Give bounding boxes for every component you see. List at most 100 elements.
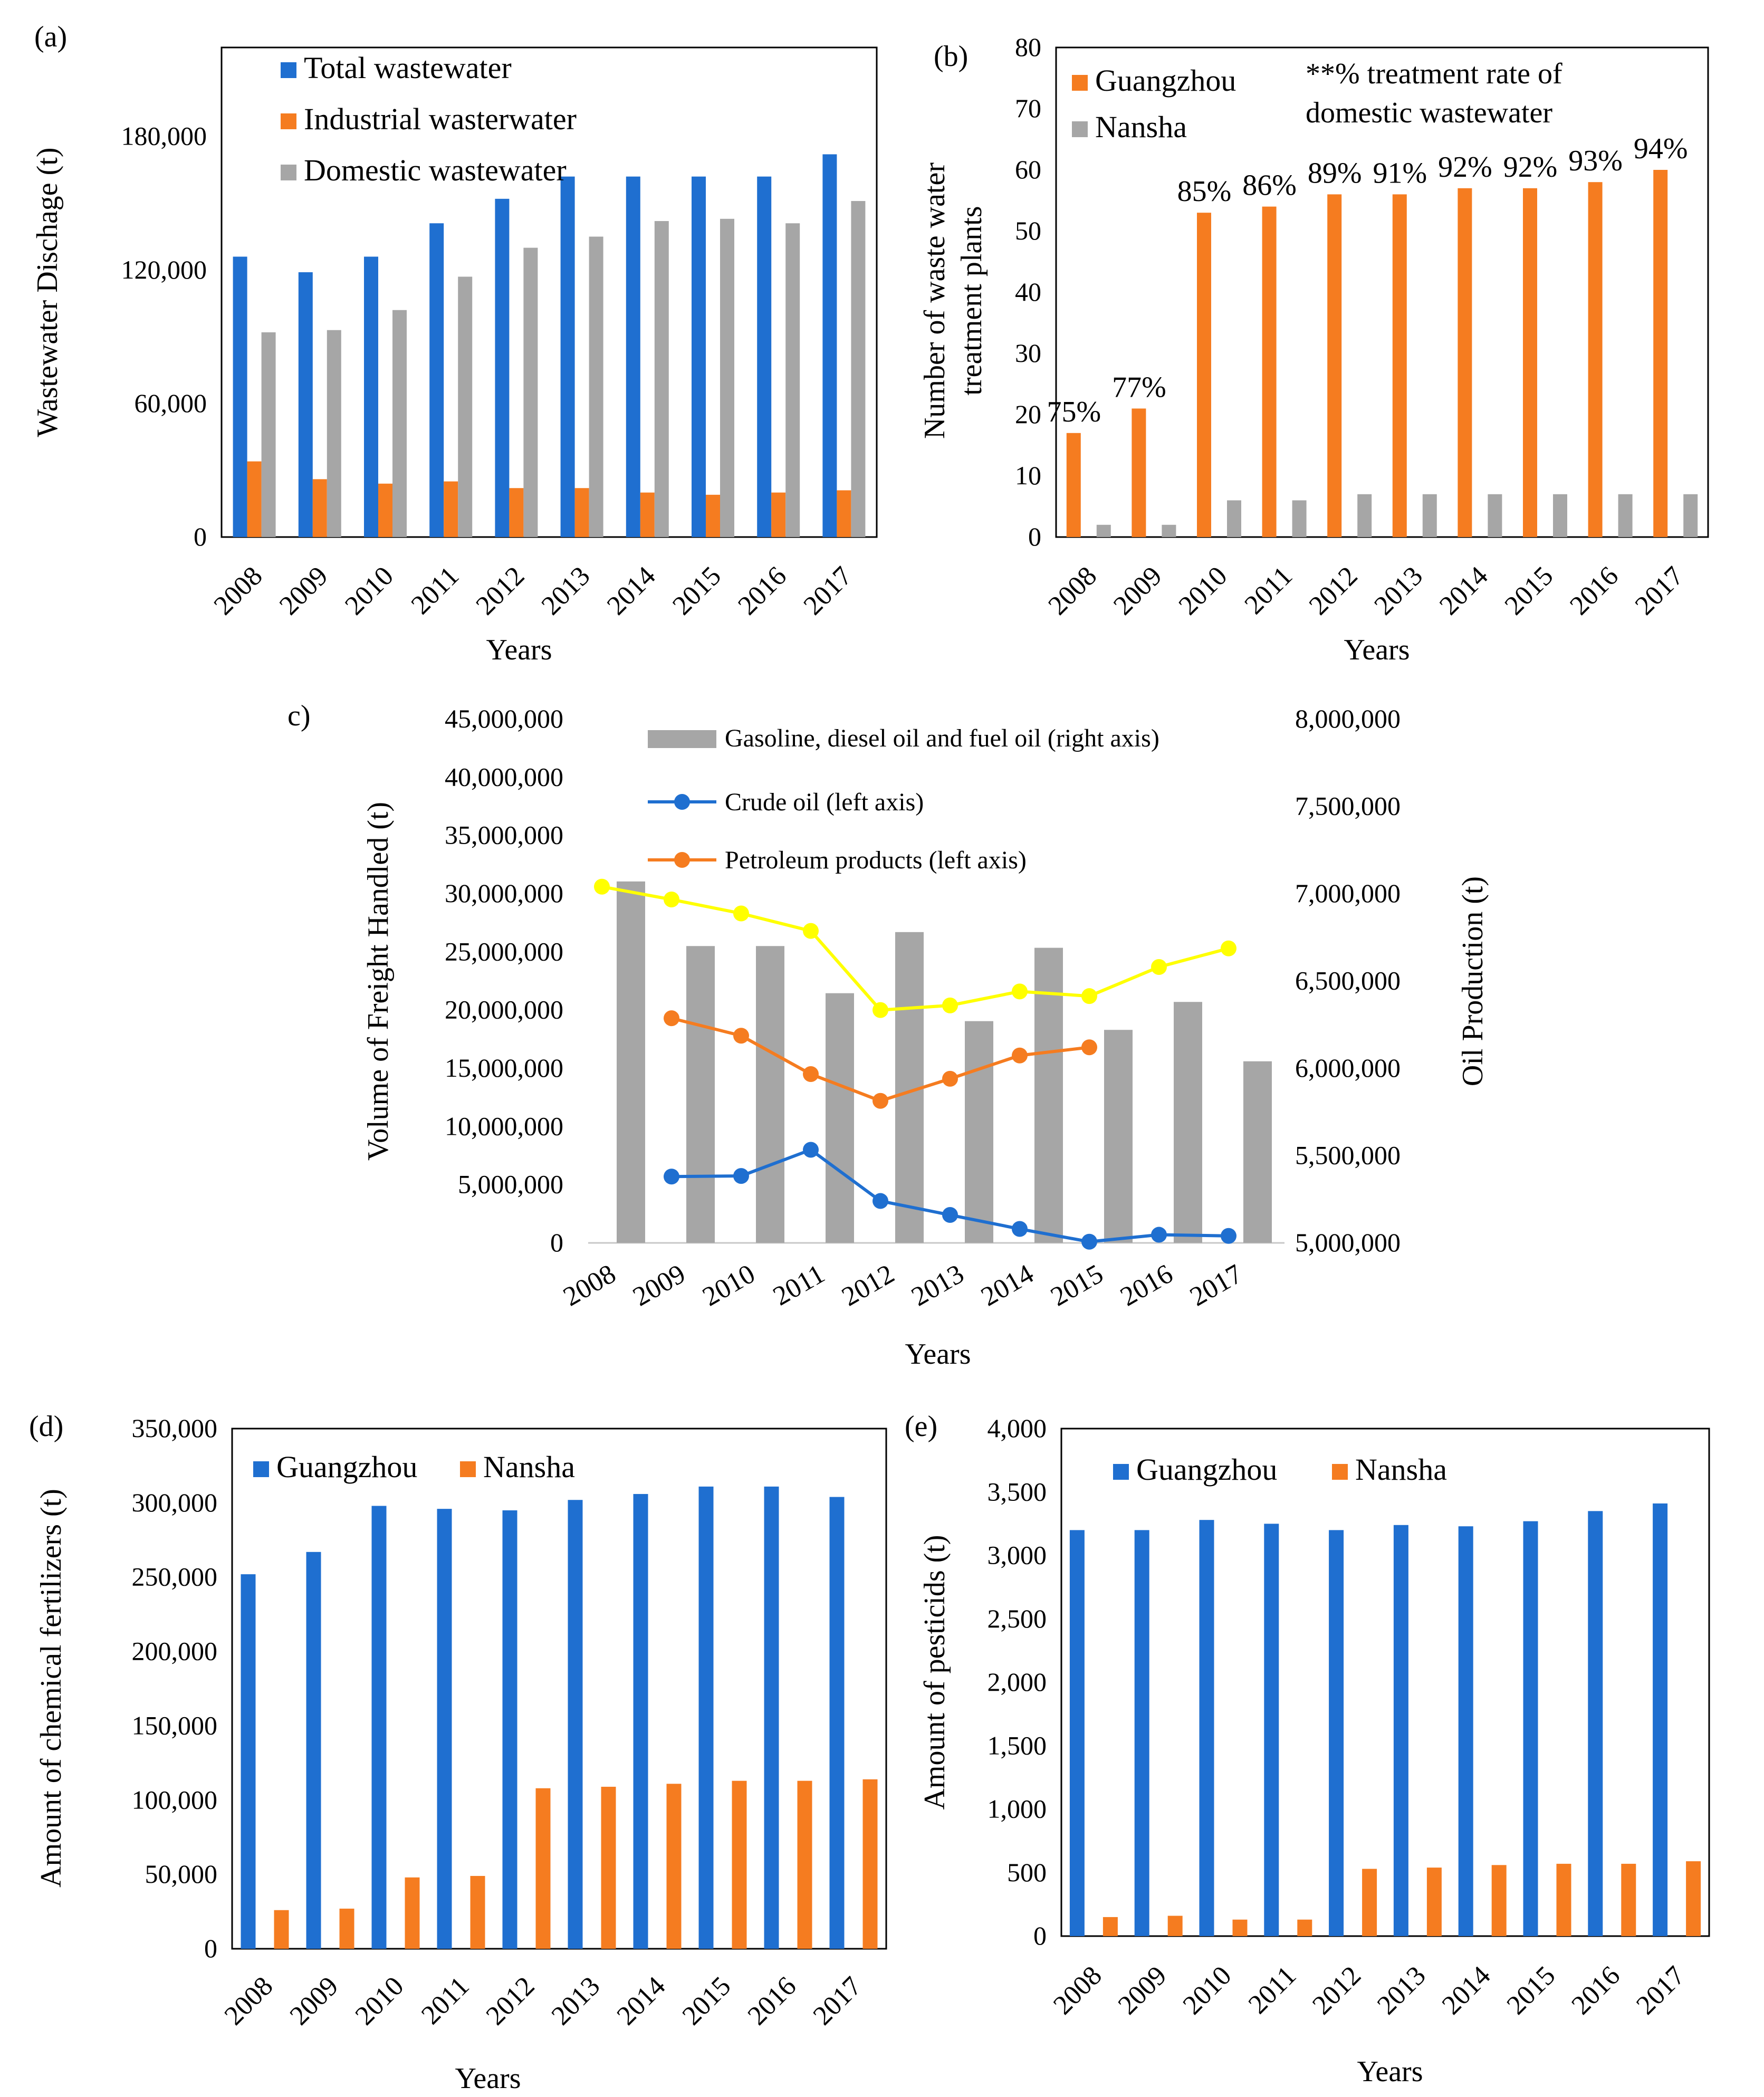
panel-e-y-tick-label: 500 bbox=[1007, 1857, 1047, 1887]
panel-a-bar-industrial-wasterwater-2013 bbox=[574, 488, 589, 537]
panel-c-left-y-tick-label: 25,000,000 bbox=[445, 936, 563, 966]
panel-c-point-crude-oil-left-axis-2012 bbox=[873, 1193, 888, 1209]
panel-c-left-y-axis-title: Volume of Freight Handled (t) bbox=[362, 802, 395, 1161]
panel-c-point-unlabeled-series-2009 bbox=[664, 892, 679, 908]
panel-c-right-y-tick-label: 5,500,000 bbox=[1295, 1141, 1401, 1170]
panel-c-point-unlabeled-series-2012 bbox=[873, 1002, 888, 1018]
panel-c-line-unlabeled-series bbox=[601, 885, 1229, 1012]
panel-e-bar-nansha-2009 bbox=[1167, 1916, 1183, 1936]
panel-d-y-tick-label: 100,000 bbox=[132, 1785, 218, 1814]
panel-e-x-tick-label: 2012 bbox=[1307, 1960, 1367, 2021]
panel-c-x-tick-label: 2015 bbox=[1046, 1259, 1108, 1312]
panel-c-point-unlabeled-series-2014 bbox=[1012, 983, 1028, 1000]
panel-c-x-tick-label: 2017 bbox=[1185, 1259, 1248, 1312]
panel-b-bar-guangzhou-2017 bbox=[1653, 170, 1668, 537]
panel-a-legend-swatch bbox=[281, 165, 296, 180]
panel-c-bar-oil-production-2011 bbox=[826, 993, 854, 1243]
panel-a-x-tick-label: 2015 bbox=[667, 561, 727, 621]
panel-a-x-tick-label: 2009 bbox=[274, 561, 334, 621]
panel-b-y-tick-label: 10 bbox=[1015, 461, 1041, 490]
panel-b-bar-guangzhou-2009 bbox=[1132, 408, 1146, 537]
panel-c-legend-marker bbox=[674, 852, 690, 868]
panel-c-bar-oil-production-2014 bbox=[1034, 947, 1063, 1243]
panel-c-right-y-axis-title: Oil Production (t) bbox=[1456, 876, 1489, 1086]
panel-d-y-tick-label: 0 bbox=[204, 1933, 217, 1963]
panel-b-legend-label: Nansha bbox=[1095, 110, 1187, 144]
panel-c-bar-oil-production-2015 bbox=[1104, 1030, 1133, 1243]
panel-d-y-tick-label: 50,000 bbox=[145, 1859, 218, 1889]
panel-b-x-tick-label: 2010 bbox=[1173, 561, 1233, 621]
panel-e-bar-guangzhou-2011 bbox=[1264, 1524, 1279, 1936]
panel-e-bar-guangzhou-2012 bbox=[1329, 1530, 1344, 1936]
panel-e-x-tick-label: 2011 bbox=[1243, 1960, 1302, 2019]
panel-d-y-axis-title: Amount of chemical fertilizers (t) bbox=[35, 1489, 68, 1888]
panel-a-bar-industrial-wasterwater-2011 bbox=[444, 481, 458, 537]
panel-c-point-unlabeled-series-2008 bbox=[594, 878, 610, 895]
panel-e-bar-nansha-2012 bbox=[1362, 1869, 1377, 1936]
panel-b-bar-nansha-2017 bbox=[1683, 494, 1698, 537]
panel-a-bar-total-wastewater-2016 bbox=[757, 176, 772, 537]
panel-c-line-petroleum-products-left-axis bbox=[671, 1017, 1090, 1103]
panel-b-y-tick-label: 80 bbox=[1015, 32, 1041, 62]
panel-c-legend-swatch-bars bbox=[648, 730, 716, 748]
panel-c-point-unlabeled-series-2015 bbox=[1081, 988, 1097, 1004]
panel-e-bar-nansha-2015 bbox=[1556, 1863, 1571, 1936]
panel-d-bar-guangzhou-2015 bbox=[698, 1486, 714, 1949]
panel-d-bar-guangzhou-2009 bbox=[306, 1552, 321, 1949]
panel-e-y-tick-label: 0 bbox=[1033, 1921, 1047, 1950]
panel-c-x-axis-title: Years bbox=[905, 1338, 971, 1371]
panel-a-bar-total-wastewater-2013 bbox=[560, 176, 575, 537]
panel-c-x-tick-label: 2008 bbox=[558, 1259, 621, 1312]
panel-b-plot-frame bbox=[1055, 46, 1709, 538]
panel-c-point-petroleum-products-left-axis-2014 bbox=[1012, 1047, 1028, 1064]
panel-e-x-tick-label: 2015 bbox=[1501, 1960, 1561, 2021]
panel-e-legend-swatch bbox=[1113, 1464, 1129, 1480]
panel-c-left-y-tick-label: 45,000,000 bbox=[445, 704, 563, 733]
panel-b-data-label: 77% bbox=[1112, 371, 1166, 404]
panel-d-bar-guangzhou-2017 bbox=[829, 1497, 845, 1949]
panel-a-bar-total-wastewater-2008 bbox=[233, 256, 247, 537]
panel-a-bar-total-wastewater-2017 bbox=[822, 154, 837, 537]
panel-b-data-label: 92% bbox=[1438, 151, 1492, 184]
panel-e-y-tick-label: 4,000 bbox=[988, 1413, 1047, 1443]
panel-b-y-axis-title-line1: Number of waste water bbox=[918, 162, 951, 439]
panel-a-bar-domestic-wastewater-2012 bbox=[523, 247, 538, 537]
panel-d-x-tick-label: 2017 bbox=[808, 1971, 868, 2031]
panel-d-bar-guangzhou-2011 bbox=[437, 1509, 452, 1949]
panel-d-x-tick-label: 2011 bbox=[416, 1971, 475, 2030]
panel-a-y-axis-title: Wastewater Dischage (t) bbox=[31, 147, 64, 437]
panel-e-x-tick-label: 2016 bbox=[1566, 1960, 1626, 2021]
panel-c-point-petroleum-products-left-axis-2013 bbox=[942, 1070, 958, 1087]
panel-c-point-unlabeled-series-2010 bbox=[733, 905, 749, 922]
panel-c-x-tick-label: 2016 bbox=[1115, 1259, 1178, 1312]
panel-e-bar-nansha-2013 bbox=[1426, 1868, 1442, 1936]
panel-c-bar-oil-production-2009 bbox=[686, 946, 715, 1243]
panel-e-y-tick-label: 2,000 bbox=[988, 1667, 1047, 1697]
panel-b-bar-guangzhou-2016 bbox=[1588, 182, 1603, 537]
panel-e-x-tick-label: 2008 bbox=[1048, 1960, 1108, 2021]
panel-c-bar-oil-production-2010 bbox=[756, 946, 784, 1243]
panel-c-oil-freight-chart: 0 5,000,000 10,000,000 15,000,000 20,000,000… bbox=[287, 700, 1489, 1371]
panel-c-point-crude-oil-left-axis-2016 bbox=[1151, 1227, 1167, 1243]
panel-c-left-y-tick-label: 40,000,000 bbox=[445, 762, 563, 791]
panel-d-legend-label: Guangzhou bbox=[276, 1450, 417, 1484]
panel-e-legend-label: Guangzhou bbox=[1136, 1452, 1277, 1487]
panel-c-point-crude-oil-left-axis-2017 bbox=[1221, 1228, 1236, 1244]
panel-c-point-unlabeled-series-2016 bbox=[1151, 959, 1167, 975]
panel-d-bar-guangzhou-2012 bbox=[502, 1510, 517, 1949]
panel-c-left-y-tick-label: 20,000,000 bbox=[445, 995, 563, 1024]
panel-b-x-tick-label: 2015 bbox=[1499, 561, 1559, 621]
panel-c-point-crude-oil-left-axis-2013 bbox=[942, 1207, 958, 1223]
panel-c-point-crude-oil-left-axis-2010 bbox=[733, 1168, 749, 1184]
panel-b-bar-nansha-2015 bbox=[1553, 494, 1567, 537]
panel-a-bar-industrial-wasterwater-2017 bbox=[837, 490, 851, 537]
panel-c-right-y-tick-label: 6,000,000 bbox=[1295, 1053, 1401, 1083]
panel-a-x-tick-label: 2014 bbox=[601, 561, 662, 621]
panel-c-left-y-tick-label: 30,000,000 bbox=[445, 878, 563, 908]
panel-b-x-tick-label: 2017 bbox=[1629, 561, 1690, 621]
panel-e-x-tick-label: 2013 bbox=[1372, 1960, 1432, 2021]
panel-d-x-tick-label: 2008 bbox=[219, 1971, 279, 2031]
